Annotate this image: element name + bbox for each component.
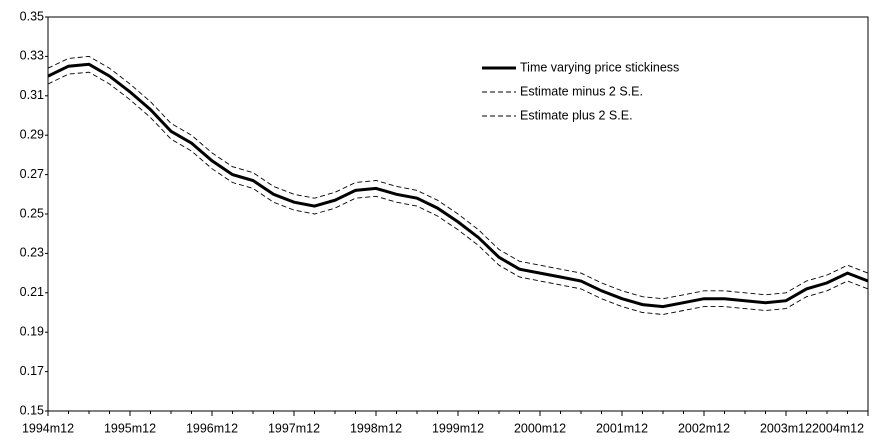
x-tick-label: 1998m12 [350, 421, 402, 435]
series-line [47, 55, 869, 300]
y-tick-label: 0.35 [20, 9, 44, 23]
series-line [47, 71, 869, 315]
y-tick-label: 0.27 [20, 167, 44, 181]
legend-label: Estimate plus 2 S.E. [520, 108, 633, 122]
series-line [47, 62, 869, 309]
y-tick-label: 0.33 [20, 49, 44, 63]
y-tick-label: 0.15 [20, 403, 44, 417]
y-tick-label: 0.31 [20, 88, 44, 102]
y-tick-label: 0.29 [20, 127, 44, 141]
x-tick-label: 1996m12 [186, 421, 238, 435]
x-tick-label: 1999m12 [432, 421, 484, 435]
x-tick-label: 2004m12 [812, 421, 864, 435]
x-tick-label: 1997m12 [268, 421, 320, 435]
x-tick-label: 1995m12 [104, 421, 156, 435]
x-tick-label: 2003m12 [760, 421, 812, 435]
x-tick-label: 2002m12 [678, 421, 730, 435]
x-tick-label: 2001m12 [596, 421, 648, 435]
y-tick-label: 0.21 [20, 285, 44, 299]
legend-label: Time varying price stickiness [520, 60, 679, 74]
y-tick-label: 0.23 [20, 246, 44, 260]
y-tick-label: 0.25 [20, 206, 44, 220]
y-tick-label: 0.19 [20, 324, 44, 338]
legend-label: Estimate minus 2 S.E. [520, 84, 643, 98]
x-tick-label: 2000m12 [514, 421, 566, 435]
x-tick-label: 1994m12 [22, 421, 74, 435]
y-tick-label: 0.17 [20, 364, 44, 378]
